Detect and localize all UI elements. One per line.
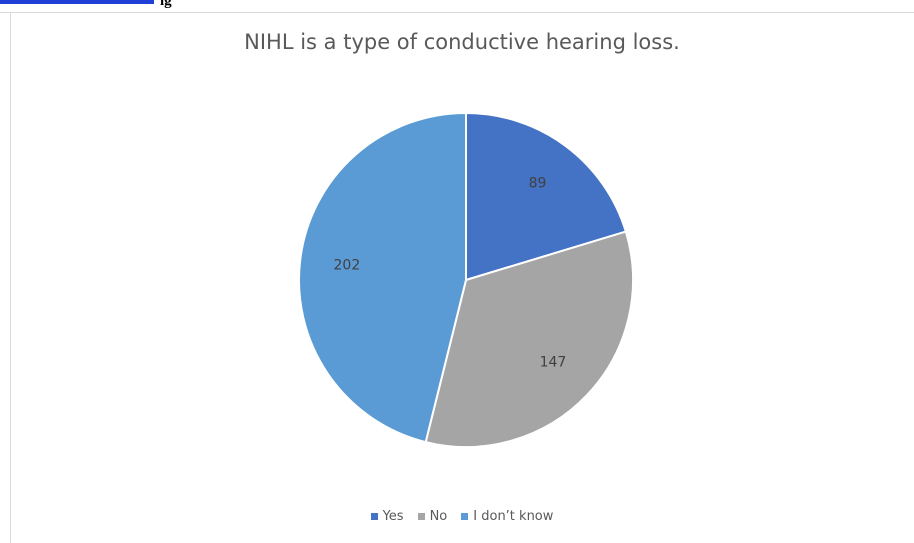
legend-swatch-i-don-t-know xyxy=(461,513,469,520)
pie-slice-yes xyxy=(465,111,628,282)
legend-label-yes: Yes xyxy=(382,509,404,524)
top-link-underline xyxy=(0,0,154,4)
chart-frame-top-border xyxy=(0,12,914,13)
pie-slices xyxy=(298,111,634,448)
legend-entry-no: No xyxy=(417,509,448,524)
data-label-no: 147 xyxy=(540,355,567,371)
legend-swatch-yes xyxy=(370,513,378,520)
legend-entry-yes: Yes xyxy=(370,509,404,524)
data-label-yes: 89 xyxy=(529,176,547,192)
pie-slice-no xyxy=(424,230,634,448)
legend-swatch-no xyxy=(417,513,425,520)
data-label-i-don-t-know: 202 xyxy=(334,257,361,273)
chart-frame-left-border xyxy=(10,12,11,543)
legend-label-i-don-t-know: I don’t know xyxy=(473,509,554,524)
legend-entry-i-don-t-know: I don’t know xyxy=(461,509,553,524)
pie-slice-i-don-t-know xyxy=(298,111,467,444)
legend-label-no: No xyxy=(429,509,448,524)
chart-title: NIHL is a type of conductive hearing los… xyxy=(244,30,680,54)
document-heading-fragment: ig xyxy=(160,0,172,9)
pie-data-labels: 89 147 202 xyxy=(334,176,567,371)
chart-legend: Yes No I don’t know xyxy=(10,509,914,524)
